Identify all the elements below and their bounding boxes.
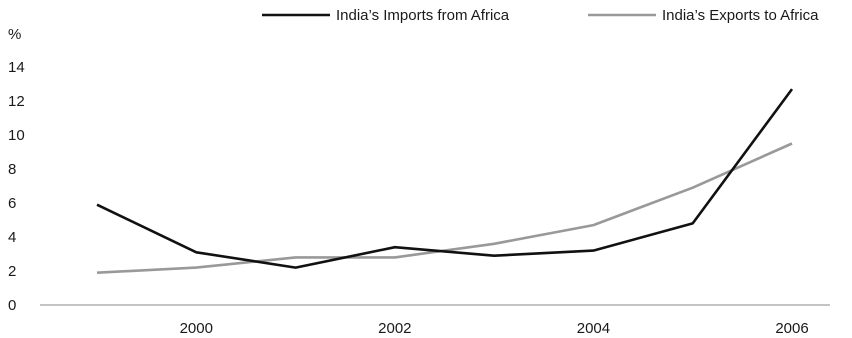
series-line-imports <box>96 88 794 269</box>
x-tick-label: 2002 <box>378 320 411 337</box>
legend-label-exports: India’s Exports to Africa <box>662 7 819 24</box>
series-lines <box>96 88 794 274</box>
x-axis-ticks: 2000 2002 2004 2006 <box>180 320 809 337</box>
legend-label-imports: India’s Imports from Africa <box>336 7 510 24</box>
x-tick-label: 2004 <box>577 320 610 337</box>
y-tick-label: 2 <box>8 263 16 280</box>
y-tick-label: 12 <box>8 93 25 110</box>
x-tick-label: 2000 <box>180 320 213 337</box>
y-axis-unit-label: % <box>8 26 21 43</box>
y-tick-label: 14 <box>8 59 25 76</box>
y-tick-label: 10 <box>8 127 25 144</box>
legend: India’s Imports from Africa India’s Expo… <box>262 7 819 24</box>
y-tick-label: 0 <box>8 297 16 314</box>
y-tick-label: 4 <box>8 229 16 246</box>
y-tick-label: 8 <box>8 161 16 178</box>
y-tick-label: 6 <box>8 195 16 212</box>
y-axis-ticks: 0 2 4 6 8 10 12 14 <box>8 59 25 314</box>
x-tick-label: 2006 <box>775 320 808 337</box>
